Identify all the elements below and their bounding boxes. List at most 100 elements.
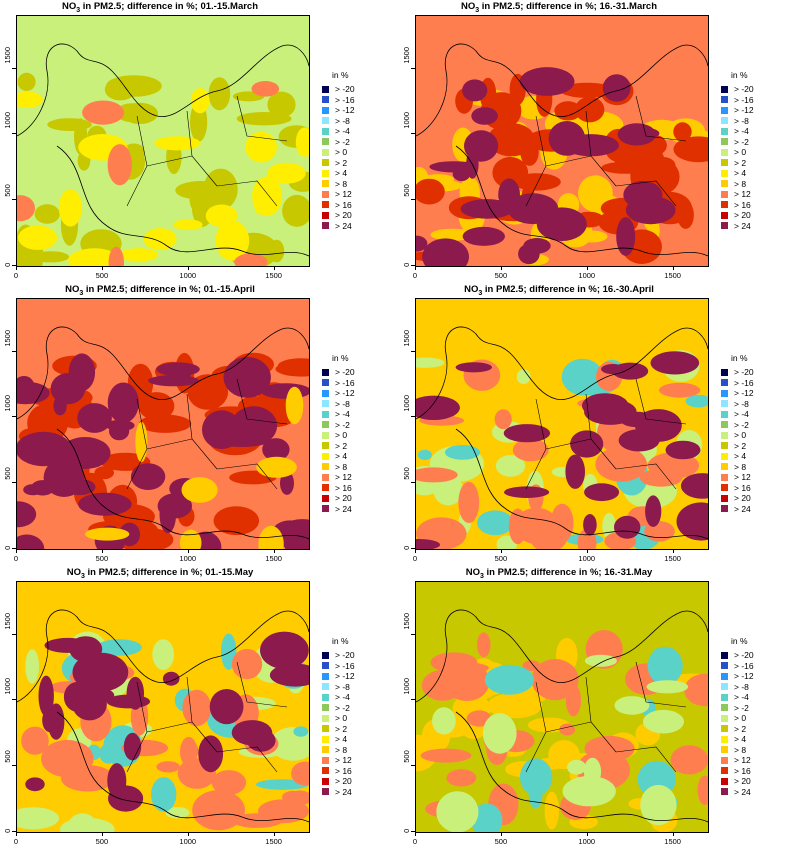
panel-title: NO3 in PM2.5; difference in %; 01.-15.Ma… — [0, 1, 320, 14]
value-region — [512, 173, 561, 191]
value-region — [643, 709, 684, 734]
concentration-map — [17, 16, 309, 266]
value-region — [17, 431, 72, 467]
legend-label: > 0 — [734, 147, 747, 158]
x-tick-label: 1500 — [265, 837, 282, 846]
legend-item: > -8 — [322, 116, 392, 127]
x-tick-label: 500 — [95, 554, 109, 563]
y-tick-mark — [12, 350, 16, 352]
value-region — [416, 357, 445, 368]
legend-swatch — [322, 767, 329, 775]
country-borders — [525, 661, 687, 773]
legend-item: > -12 — [721, 671, 791, 682]
x-tick-label: 1500 — [265, 271, 282, 280]
concentration-map — [17, 299, 309, 549]
value-region — [50, 373, 86, 405]
x-tick-mark — [586, 549, 588, 553]
title-subscript: 3 — [479, 572, 484, 580]
legend-swatch — [721, 452, 728, 460]
value-region — [267, 91, 296, 118]
value-region — [44, 637, 91, 653]
y-tick-mark — [12, 482, 16, 484]
value-region — [211, 770, 247, 795]
legend-item: > -4 — [721, 692, 791, 703]
legend-swatch — [721, 651, 728, 659]
x-tick-mark — [16, 832, 17, 836]
legend-swatch — [322, 431, 329, 439]
y-tick-mark — [12, 548, 16, 549]
value-region — [452, 166, 471, 182]
legend-swatch — [721, 714, 728, 722]
y-tick-label: 500 — [3, 750, 12, 763]
legend-swatch — [721, 169, 728, 177]
value-region — [231, 720, 273, 746]
x-tick-label: 1500 — [265, 554, 282, 563]
legend-item: > -16 — [721, 661, 791, 672]
value-region — [143, 228, 177, 250]
y-axis: 0 500 1000 1500 — [0, 581, 16, 833]
title-subscript: 3 — [76, 6, 81, 14]
legend-label: > -4 — [335, 126, 350, 137]
country-borders — [525, 378, 687, 490]
x-tick-mark — [672, 549, 674, 553]
y-tick-mark — [411, 265, 415, 266]
value-region — [514, 507, 559, 544]
value-region — [78, 492, 132, 516]
legend-swatch — [721, 693, 728, 701]
value-region — [254, 194, 267, 215]
legend-swatch — [721, 117, 728, 125]
y-axis: 0 500 1000 1500 — [0, 15, 16, 267]
value-region — [584, 483, 620, 502]
value-region — [684, 673, 708, 707]
legend-item: > -4 — [322, 692, 392, 703]
x-tick-label: 1500 — [664, 271, 681, 280]
legend-swatch — [322, 117, 329, 125]
value-region — [23, 484, 43, 496]
legend-item: > 4 — [721, 168, 791, 179]
legend-label: > -4 — [734, 409, 749, 420]
value-region — [618, 429, 660, 452]
value-region — [107, 382, 139, 424]
value-region — [503, 424, 551, 443]
value-region — [512, 438, 549, 462]
legend-label: > 20 — [335, 210, 352, 221]
value-region — [282, 194, 309, 227]
x-tick-label: 1500 — [664, 554, 681, 563]
legend-item: > 0 — [721, 430, 791, 441]
value-region — [251, 81, 280, 97]
legend-swatch — [721, 106, 728, 114]
panel-title: NO3 in PM2.5; difference in %; 01.-15.Ma… — [0, 567, 320, 580]
legend-swatch — [721, 222, 728, 230]
x-tick-mark — [415, 832, 416, 836]
legend-label: > 12 — [335, 472, 352, 483]
x-axis: 0 500 1000 1500 — [14, 266, 308, 284]
legend: in % > -20 > -16 > -12 > -8 > -4 > -2 > 0 > 2 > 4… — [721, 70, 791, 231]
legend-item: > -20 — [721, 84, 791, 95]
x-tick-label: 1000 — [578, 554, 596, 563]
legend-item: > 16 — [322, 200, 392, 211]
legend-label: > 16 — [734, 765, 751, 776]
legend-item: > -4 — [322, 409, 392, 420]
legend-label: > -8 — [734, 115, 749, 126]
value-region — [548, 121, 586, 156]
y-axis: 0 500 1000 1500 — [0, 298, 16, 550]
value-region — [34, 204, 60, 224]
legend-title: in % — [731, 70, 748, 80]
value-region — [584, 399, 637, 425]
legend-swatch — [322, 505, 329, 513]
y-tick-label: 500 — [402, 467, 411, 480]
legend-label: > -4 — [734, 126, 749, 137]
legend-item: > 0 — [322, 430, 392, 441]
value-region — [449, 802, 466, 827]
value-region — [416, 467, 458, 483]
legend-item: > -2 — [322, 703, 392, 714]
value-region — [154, 136, 201, 151]
value-region — [477, 510, 514, 536]
value-region — [173, 219, 203, 231]
legend-label: > -20 — [734, 650, 754, 661]
legend-swatch — [721, 788, 728, 796]
value-region — [567, 759, 586, 775]
value-region — [190, 88, 210, 114]
value-region — [41, 739, 94, 778]
legend-swatch — [322, 96, 329, 104]
